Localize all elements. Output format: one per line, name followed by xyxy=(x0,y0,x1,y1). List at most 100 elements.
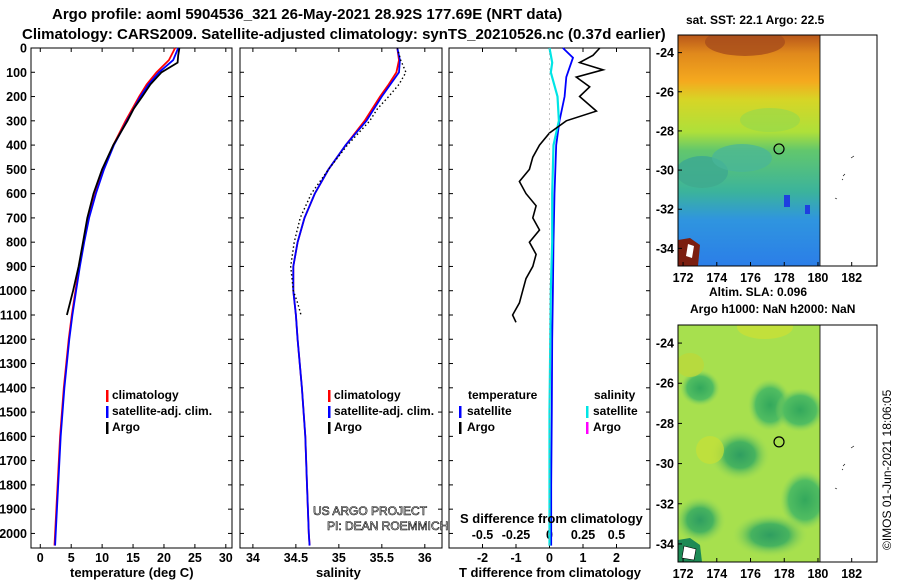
map-x-tick-label: 180 xyxy=(808,271,829,285)
depth-tick-label: 1000 xyxy=(0,284,27,298)
legend-t-argo-swatch xyxy=(459,422,462,434)
sst-map-axes: 172 174 176 178 180 182 -24 -26 -28 -30 -32 -34 xyxy=(656,46,862,285)
x-tick-label: 35 xyxy=(332,551,346,565)
map-x-tick-label: 182 xyxy=(841,567,862,580)
depth-tick-label: 900 xyxy=(6,260,27,274)
legend-salinity-title: salinity xyxy=(594,388,636,402)
sal-legend-argo-swatch xyxy=(328,422,331,434)
sla-map-axes: 172 174 176 178 180 182 -24 -26 -28 -30 -32 -34 xyxy=(656,337,862,580)
map-x-tick-label: 178 xyxy=(774,271,795,285)
x-tick-label: 10 xyxy=(95,551,109,565)
salinity-satellite-line xyxy=(292,47,401,546)
legend-satellite-label: satellite-adj. clim. xyxy=(112,404,212,418)
depth-tick-label: 1400 xyxy=(0,381,27,395)
salinity-argo-line xyxy=(289,47,407,316)
depth-tick-label: 400 xyxy=(6,139,27,153)
map-y-tick-label: -34 xyxy=(656,242,674,256)
s-tick-label: 0.5 xyxy=(608,528,625,542)
x-tick-label: 15 xyxy=(126,551,140,565)
temperature-satellite-line xyxy=(54,47,180,546)
s-tick-label: -0.25 xyxy=(502,528,531,542)
depth-tick-label: 800 xyxy=(6,236,27,250)
depth-tick-label: 1900 xyxy=(0,503,27,517)
x-tick-label: 0 xyxy=(37,551,44,565)
depth-tick-label: 300 xyxy=(6,114,27,128)
sla-map-frame xyxy=(677,324,878,563)
salinity-panel-frame xyxy=(239,47,443,549)
temperature-legend: climatology satellite-adj. clim. Argo xyxy=(106,388,212,434)
x-tick-label: 34.5 xyxy=(284,551,308,565)
salinity-legend: climatology satellite-adj. clim. Argo xyxy=(328,388,434,434)
map-y-tick-label: -32 xyxy=(656,203,674,217)
map-y-tick-label: -34 xyxy=(656,537,674,551)
figure-title-line1: Argo profile: aoml 5904536_321 26-May-20… xyxy=(52,6,562,23)
map-y-tick-label: -28 xyxy=(656,124,674,138)
map-x-tick-label: 174 xyxy=(706,271,727,285)
sst-map-frame xyxy=(677,34,878,267)
map-y-tick-label: -30 xyxy=(656,457,674,471)
sla-map-title: Argo h1000: NaN h2000: NaN xyxy=(690,302,855,316)
depth-tick-label: 1800 xyxy=(0,478,27,492)
depth-tick-label: 0 xyxy=(20,42,27,56)
x-tick-label: -2 xyxy=(477,551,488,565)
x-tick-label: 34 xyxy=(246,551,260,565)
s-tick-label: -0.5 xyxy=(472,528,494,542)
t-satellite-diff-line xyxy=(550,47,575,546)
legend-argo-label: Argo xyxy=(112,420,140,434)
sal-legend-satellite-swatch xyxy=(328,406,331,418)
x-tick-label: 20 xyxy=(157,551,171,565)
x-tick-label: 30 xyxy=(219,551,233,565)
depth-tick-label: 2000 xyxy=(0,527,27,541)
t-difference-axis-label: T difference from climatology xyxy=(459,565,642,580)
t-argo-diff-line xyxy=(511,47,606,323)
credit-line2: PI: DEAN ROEMMICH xyxy=(327,519,448,533)
x-tick-label: 2 xyxy=(613,551,620,565)
x-tick-label: 1 xyxy=(580,551,587,565)
x-tick-label: 0 xyxy=(546,551,553,565)
sal-legend-satellite-label: satellite-adj. clim. xyxy=(334,404,434,418)
depth-axis: 0 100 200 300 400 500 600 700 800 900 1000 1100 1200… xyxy=(0,42,650,541)
temperature-argo-line xyxy=(66,47,181,316)
depth-tick-label: 1600 xyxy=(0,430,27,444)
map-y-tick-label: -24 xyxy=(656,337,674,351)
map-x-tick-label: 178 xyxy=(774,567,795,580)
sal-legend-climatology-swatch xyxy=(328,390,331,402)
legend-t-argo-label: Argo xyxy=(467,420,495,434)
sst-map-image xyxy=(678,35,820,266)
x-tick-label: -1 xyxy=(510,551,521,565)
map-x-tick-label: 172 xyxy=(673,271,694,285)
temperature-panel-frame xyxy=(30,47,233,549)
s-tick-label: 0.25 xyxy=(571,528,595,542)
depth-tick-label: 1500 xyxy=(0,406,27,420)
legend-s-argo-label: Argo xyxy=(593,420,621,434)
legend-climatology-swatch xyxy=(106,390,109,402)
legend-s-satellite-label: satellite xyxy=(593,404,638,418)
map-x-tick-label: 182 xyxy=(841,271,862,285)
x-tick-label: 36 xyxy=(418,551,432,565)
sst-map-islands xyxy=(834,155,855,200)
profile-location-marker xyxy=(773,143,785,155)
map-x-tick-label: 180 xyxy=(808,567,829,580)
difference-legend: temperature salinity satellite Argo sate… xyxy=(459,388,638,434)
sal-legend-argo-label: Argo xyxy=(334,420,362,434)
depth-tick-label: 1100 xyxy=(0,308,27,322)
temperature-axis-label: temperature (deg C) xyxy=(70,565,194,580)
x-tick-label: 25 xyxy=(188,551,202,565)
profile-location-marker xyxy=(773,436,785,448)
map-x-tick-label: 176 xyxy=(740,271,761,285)
sla-map-image xyxy=(678,325,820,562)
salinity-axis-label: salinity xyxy=(316,565,362,580)
depth-tick-label: 1200 xyxy=(0,333,27,347)
map-x-tick-label: 172 xyxy=(673,567,694,580)
salinity-climatology-line xyxy=(292,47,400,546)
depth-tick-label: 600 xyxy=(6,187,27,201)
map-y-tick-label: -26 xyxy=(656,377,674,391)
figure-title-line2: Climatology: CARS2009. Satellite-adjuste… xyxy=(22,26,666,43)
depth-tick-label: 500 xyxy=(6,163,27,177)
legend-t-satellite-label: satellite xyxy=(467,404,512,418)
sla-subtitle: Altim. SLA: 0.096 xyxy=(709,285,807,299)
temperature-plot: 0 5 10 15 20 25 30 xyxy=(37,47,233,565)
map-y-tick-label: -26 xyxy=(656,85,674,99)
sla-map-islands xyxy=(834,445,855,490)
